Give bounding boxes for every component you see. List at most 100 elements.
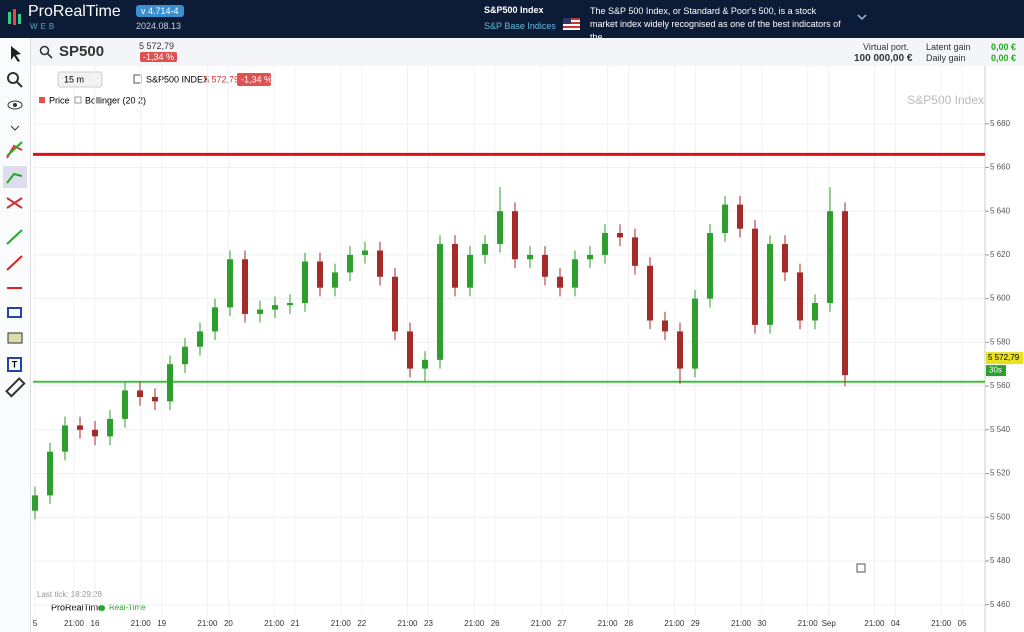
x-tick-label: 21:00 — [598, 619, 619, 628]
candle-body — [587, 254, 593, 260]
description: The S&P 500 Index, or Standard & Poor's … — [590, 6, 841, 42]
x-tick-label: 21 — [291, 619, 300, 628]
x-tick-label: 21:00 — [864, 619, 885, 628]
x-tick-label: 29 — [691, 619, 700, 628]
y-tick-label: 5 580 — [990, 337, 1011, 346]
y-tick-label: 5 680 — [990, 119, 1011, 128]
footer-brand: ProRealTime — [51, 602, 103, 612]
candle-body — [47, 451, 53, 496]
x-tick-label: 21:00 — [664, 619, 685, 628]
tool-sidebar: T — [0, 38, 31, 632]
status: Real-Time — [109, 603, 146, 612]
candle-body — [602, 233, 608, 255]
candle-body — [437, 243, 443, 360]
candle-body — [692, 298, 698, 369]
top-bar: ProRealTime WEB v 4.714-4 2024.08.13 S&P… — [0, 0, 1024, 42]
x-tick-label: 21:00 — [731, 619, 752, 628]
x-tick-label: 5 — [33, 619, 38, 628]
y-tick-label: 5 480 — [990, 556, 1011, 565]
candle-body — [107, 418, 113, 437]
version: v 4.714-4 — [136, 5, 184, 17]
candle-body — [677, 331, 683, 369]
search-icon[interactable] — [39, 45, 53, 59]
x-tick-label: 30 — [758, 619, 767, 628]
last-tick: Last tick: 18:29:28 — [37, 590, 102, 599]
candle-body — [347, 254, 353, 273]
candle-body — [302, 261, 308, 303]
y-tick-label: 5 640 — [990, 206, 1011, 215]
candle-body — [377, 250, 383, 277]
candle-body — [782, 243, 788, 273]
x-tick-label: 21:00 — [197, 619, 218, 628]
x-tick-label: 19 — [157, 619, 166, 628]
candle-body — [572, 259, 578, 288]
candle-body — [497, 211, 503, 244]
candle-body — [287, 302, 293, 306]
candle-body — [32, 495, 38, 511]
x-tick-label: 21:00 — [397, 619, 418, 628]
candle-body — [332, 272, 338, 288]
candle-body — [122, 390, 128, 419]
candle-body — [527, 254, 533, 260]
candle-body — [167, 364, 173, 402]
date: 2024.08.13 — [136, 21, 182, 31]
symbol[interactable]: SP500 — [59, 43, 105, 60]
x-tick-label: 21:00 — [464, 619, 485, 628]
candle-body — [617, 233, 623, 238]
candle-body — [632, 237, 638, 266]
candle-body — [227, 259, 233, 308]
candle-body — [362, 250, 368, 255]
tool-icons[interactable]: T — [0, 38, 30, 398]
candle-body — [707, 233, 713, 299]
y-tick-label: 5 620 — [990, 250, 1011, 259]
y-tick-label: 5 460 — [990, 600, 1011, 609]
candle-body — [452, 243, 458, 288]
last-price-tag — [986, 352, 1023, 365]
legend-price[interactable]: Price — [49, 95, 70, 105]
y-tick-label: 5 500 — [990, 512, 1011, 521]
x-tick-label: 16 — [91, 619, 100, 628]
y-tick-label: 5 540 — [990, 425, 1011, 434]
candle-body — [812, 302, 818, 321]
instrument[interactable]: S&P500 Index — [484, 5, 544, 15]
countdown-tag — [986, 365, 1006, 377]
candle-body — [242, 259, 248, 314]
x-tick-label: 26 — [491, 619, 500, 628]
x-tick-label: 05 — [958, 619, 967, 628]
candle-body — [257, 309, 263, 314]
candle-body — [827, 211, 833, 303]
candle-body — [407, 331, 413, 369]
x-tick-label: 21:00 — [798, 619, 819, 628]
y-tick-label: 5 520 — [990, 469, 1011, 478]
latent-gain-label: Latent gain — [926, 42, 971, 52]
logo-icon — [8, 9, 21, 25]
candle-body — [542, 254, 548, 277]
candle-body — [392, 276, 398, 332]
x-tick-label: 21:00 — [64, 619, 85, 628]
virtual-port-label: Virtual port. — [863, 42, 909, 52]
candle-body — [752, 228, 758, 325]
candle-body — [197, 331, 203, 347]
brand-sub: WEB — [30, 22, 58, 31]
legend-indicator[interactable]: Bollinger (20 2) — [85, 95, 146, 105]
x-tick-label: 21:00 — [331, 619, 352, 628]
instrument-bar: SP500 5 572,79 -1,34 % Virtual port. 100… — [31, 38, 1024, 67]
candle-body — [92, 429, 98, 437]
x-tick-label: 22 — [357, 619, 366, 628]
candle-body — [482, 243, 488, 255]
candle-body — [842, 211, 848, 376]
x-tick-label: 21:00 — [131, 619, 152, 628]
instrument-group[interactable]: S&P Base Indices — [484, 21, 556, 31]
x-tick-label: 23 — [424, 619, 433, 628]
candle-body — [152, 397, 158, 402]
watermark: S&P500 Index — [907, 93, 984, 107]
last-price-label: 5 572,79 — [988, 353, 1020, 362]
candle-body — [737, 204, 743, 229]
candle-body — [212, 307, 218, 332]
symbol-price: 5 572,79 — [139, 41, 175, 51]
x-tick-label: 27 — [557, 619, 566, 628]
expand-button[interactable] — [856, 12, 868, 22]
candle-body — [77, 425, 83, 430]
x-tick-label: 21:00 — [264, 619, 285, 628]
candle-body — [137, 390, 143, 398]
